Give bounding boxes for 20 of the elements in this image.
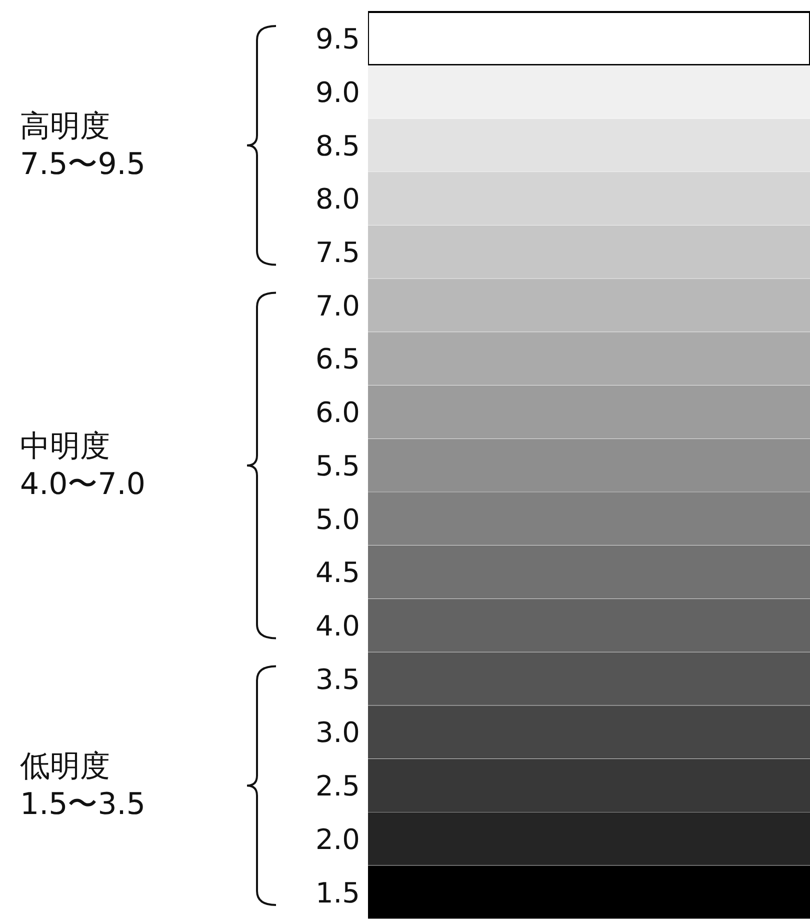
y-tick-label: 9.0	[315, 76, 360, 109]
y-tick-label: 6.0	[315, 396, 360, 430]
y-tick-label: 4.0	[315, 610, 360, 642]
text: 低明度 1.5〜3.5	[20, 749, 146, 822]
y-tick-label: 2.5	[315, 770, 360, 803]
text: 高明度 7.5〜9.5	[20, 108, 146, 182]
y-tick-label: 7.5	[315, 236, 360, 270]
text: 中明度 4.0〜7.0	[20, 429, 146, 502]
y-tick-label: 3.0	[315, 716, 360, 750]
y-tick-label: 5.5	[315, 449, 360, 482]
y-tick-label: 3.5	[315, 662, 360, 696]
y-tick-label: 8.0	[315, 182, 360, 216]
y-tick-label: 2.0	[315, 822, 360, 856]
y-tick-label: 5.0	[315, 502, 360, 536]
y-tick-label: 4.5	[315, 556, 360, 590]
y-tick-label: 9.5	[315, 22, 360, 56]
y-tick-label: 6.5	[315, 342, 360, 376]
y-tick-label: 7.0	[315, 289, 360, 322]
y-tick-label: 8.5	[315, 129, 360, 162]
y-tick-label: 1.5	[315, 876, 360, 910]
